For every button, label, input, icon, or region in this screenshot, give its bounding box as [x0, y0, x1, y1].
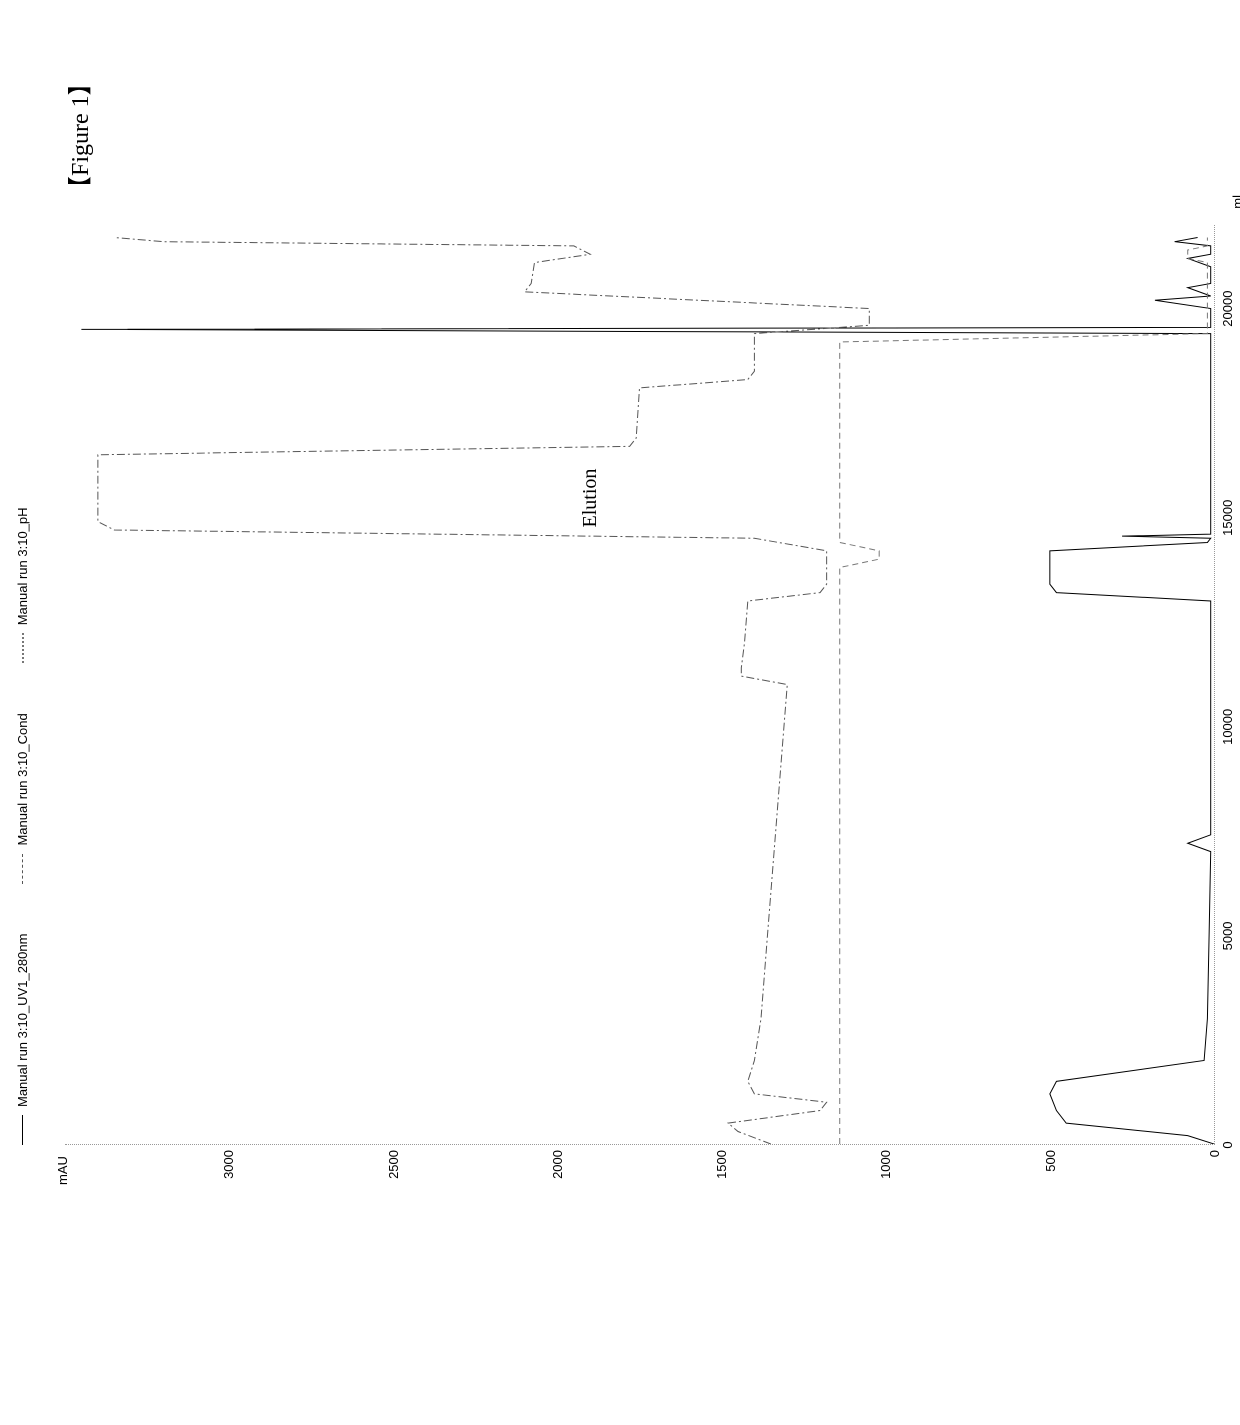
y-axis-unit: mAU: [55, 1156, 70, 1185]
chart-legend: Manual run 3:10_UV1_280nm Manual run 3:1…: [15, 507, 30, 1145]
trace-Manual run 3:10_Cond: [98, 237, 869, 1144]
y-tick-label: 2500: [386, 1150, 401, 1200]
y-tick-label: 500: [1043, 1150, 1058, 1200]
x-tick-label: 10000: [1220, 697, 1235, 757]
x-tick-label: 15000: [1220, 488, 1235, 548]
y-tick-label: 3000: [221, 1150, 236, 1200]
legend-item-cond: Manual run 3:10_Cond: [15, 713, 30, 883]
x-axis-unit: ml: [1230, 195, 1240, 209]
figure-title: 【Figure 1】: [60, 71, 95, 200]
y-tick-label: 2000: [550, 1150, 565, 1200]
chromatogram-chart: Manual run 3:10_UV1_280nm Manual run 3:1…: [35, 205, 1240, 1205]
legend-item-uv: Manual run 3:10_UV1_280nm: [15, 934, 30, 1145]
annotation-label: Elution: [579, 469, 602, 528]
trace-Manual run 3:10_UV1_280nm: [81, 237, 1214, 1144]
legend-label: Manual run 3:10_Cond: [15, 713, 30, 845]
trace-Manual run 3:10_pH: [840, 237, 1208, 1144]
x-tick-label: 20000: [1220, 279, 1235, 339]
chart-traces: [65, 225, 1214, 1144]
legend-label: Manual run 3:10_UV1_280nm: [15, 934, 30, 1107]
plot-area: Elution: [65, 225, 1215, 1145]
y-tick-label: 1000: [878, 1150, 893, 1200]
x-tick-label: 0: [1220, 1115, 1235, 1175]
x-tick-label: 5000: [1220, 906, 1235, 966]
y-tick-label: 1500: [714, 1150, 729, 1200]
legend-item-ph: Manual run 3:10_pH: [15, 507, 30, 663]
legend-label: Manual run 3:10_pH: [15, 507, 30, 625]
